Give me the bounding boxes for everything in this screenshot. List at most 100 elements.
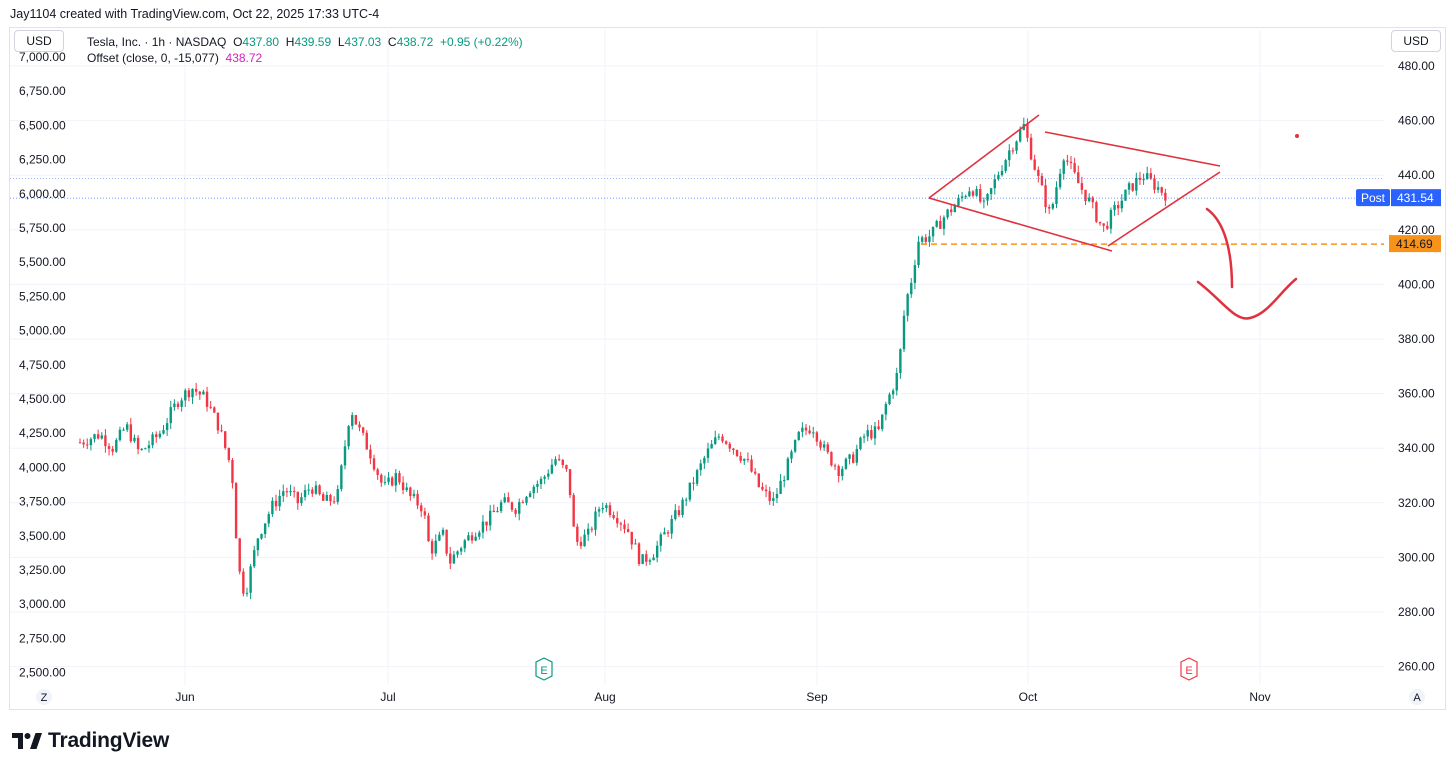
candle-body (801, 427, 804, 432)
candle-body (979, 188, 982, 202)
candle-body (685, 499, 688, 501)
candle-body (441, 529, 445, 535)
left-axis-tick: 5,250.00 (19, 289, 66, 303)
chart-frame[interactable] (9, 27, 1446, 710)
earnings-marker-label: E (540, 665, 547, 677)
candle-body (231, 459, 234, 484)
brand-name: TradingView (48, 729, 170, 752)
candle-body (209, 406, 212, 408)
candle-body (165, 423, 169, 431)
post-tag-box (1356, 189, 1390, 207)
candle-body (844, 458, 848, 469)
candle-body (1116, 204, 1120, 209)
candle-body (1015, 141, 1018, 151)
candle-body (496, 511, 499, 513)
candle-body (826, 444, 829, 453)
candle-body (971, 191, 975, 196)
candle-body (238, 538, 241, 572)
candle-body (492, 510, 496, 513)
candle-body (786, 458, 790, 481)
candle-body (1164, 192, 1167, 201)
candle-body (1160, 187, 1163, 193)
candle-body (1087, 197, 1091, 202)
candle-body (837, 466, 840, 476)
candle-body (681, 499, 684, 515)
candle-body (365, 432, 368, 450)
left-axis-tick: 4,750.00 (19, 358, 66, 372)
candle-body (173, 403, 176, 408)
right-axis-tick: 400.00 (1398, 277, 1435, 291)
candle-body (169, 407, 172, 424)
candle-body (706, 448, 710, 458)
candle-body (347, 426, 350, 447)
candle-body (430, 541, 434, 554)
projection-arrow-stem (1205, 207, 1234, 289)
candle-body (292, 490, 296, 492)
candle-body (503, 497, 506, 503)
candle-body (470, 535, 474, 541)
candle-body (812, 432, 815, 434)
candle-body (104, 435, 107, 447)
candle-body (808, 430, 811, 434)
support-price-box (1389, 235, 1441, 253)
tradingview-logo[interactable]: TradingView (12, 729, 169, 753)
candle-body (989, 188, 993, 194)
candle-body (253, 550, 256, 567)
candle-body (576, 526, 579, 542)
right-axis-tick: 480.00 (1398, 59, 1435, 73)
candle-body (1138, 177, 1142, 180)
candle-body (140, 448, 143, 450)
left-axis-tick: 5,750.00 (19, 221, 66, 235)
projection-arrow-curve (1196, 277, 1298, 320)
candle-body (445, 529, 448, 554)
candle-body (518, 502, 521, 514)
candle-body (968, 191, 971, 197)
candle-body (902, 315, 906, 350)
candle-body (427, 515, 430, 542)
diamond-pattern-line (928, 114, 1040, 199)
candle-body (1000, 170, 1004, 176)
candle-body (735, 450, 739, 456)
axis-mode-label: A (1413, 692, 1421, 704)
candle-body (605, 505, 608, 508)
candle-body (532, 486, 535, 494)
left-axis-tick: 4,000.00 (19, 460, 66, 474)
candle-body (1091, 197, 1094, 203)
right-currency-button[interactable]: USD (1391, 30, 1441, 52)
candle-body (862, 436, 866, 438)
symbol-title[interactable]: Tesla, Inc. · 1h · NASDAQ (87, 35, 227, 49)
diamond-pattern-line (928, 197, 1113, 252)
left-axis-tick: 3,250.00 (19, 563, 66, 577)
candle-body (888, 394, 891, 405)
candle-body (369, 449, 372, 459)
right-axis-tick: 320.00 (1398, 496, 1435, 510)
indicator-title[interactable]: Offset (close, 0, -15,077) (87, 51, 219, 65)
candle-body (133, 437, 136, 442)
candle-body (935, 220, 938, 227)
candle-body (982, 200, 986, 202)
candle-body (1146, 173, 1149, 180)
low-label: L (337, 35, 345, 49)
left-currency-button[interactable]: USD (14, 30, 64, 52)
candle-body (714, 437, 717, 445)
candle-body (438, 534, 441, 541)
left-axis-tick: 5,000.00 (19, 324, 66, 338)
post-tag-text: Post (1361, 191, 1386, 205)
candle-body (383, 482, 387, 484)
candle-body (1153, 178, 1156, 190)
candle-body (993, 179, 996, 189)
candle-body (89, 439, 93, 446)
candle-body (155, 434, 158, 438)
candle-body (565, 465, 568, 470)
candle-body (416, 493, 419, 506)
candle-body (554, 459, 557, 465)
candle-body (866, 430, 869, 437)
diamond-pattern-line (1107, 171, 1221, 247)
candle-body (881, 414, 884, 430)
candle-body (343, 446, 347, 466)
candle-body (732, 448, 735, 451)
left-axis-tick: 6,250.00 (19, 153, 66, 167)
candle-body (572, 495, 575, 527)
chart-credit: Jay1104 created with TradingView.com, Oc… (10, 7, 380, 21)
